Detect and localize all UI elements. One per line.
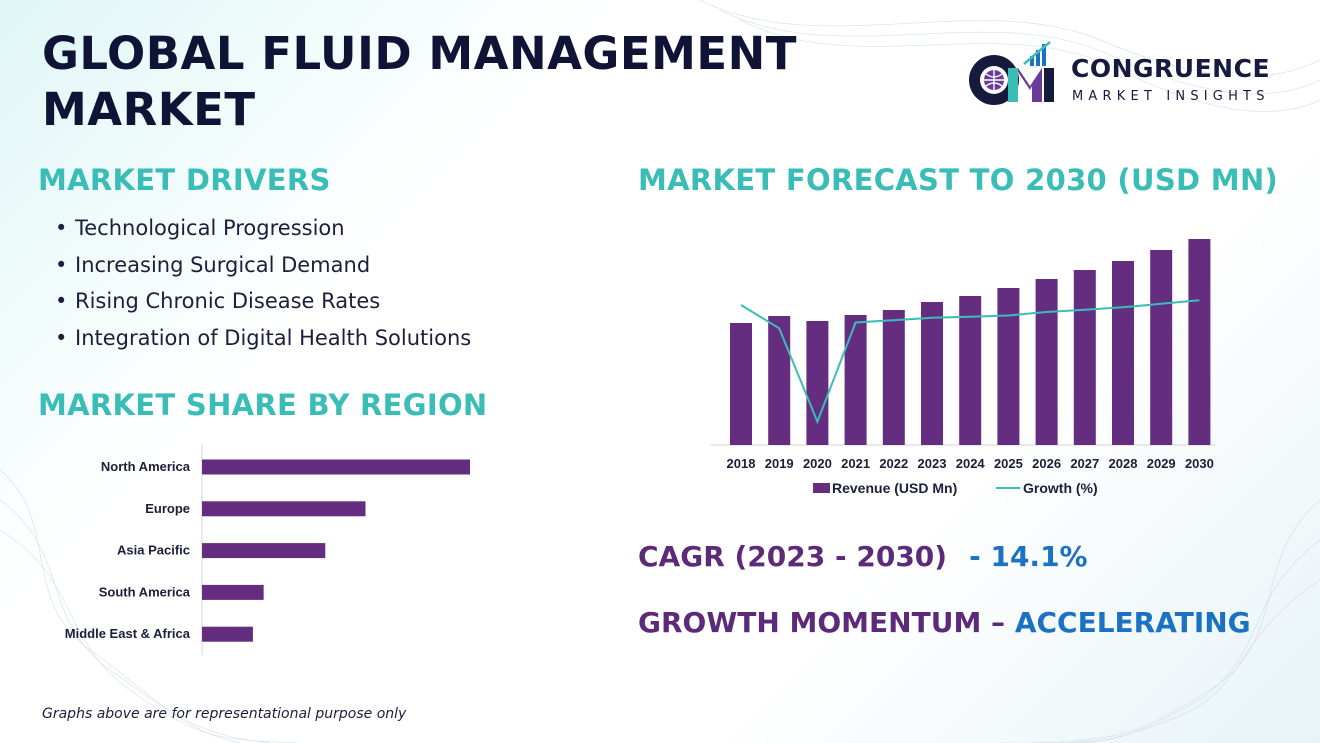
driver-item: • Increasing Surgical Demand	[55, 252, 371, 277]
revenue-bar	[844, 315, 867, 445]
revenue-bar	[1150, 250, 1173, 445]
revenue-bar	[921, 302, 943, 445]
cagr-value: - 14.1%	[969, 540, 1088, 573]
revenue-bar	[1188, 239, 1211, 445]
region-category-label: North America	[101, 459, 191, 474]
region-category-label: Europe	[145, 501, 190, 516]
driver-item: • Technological Progression	[55, 216, 345, 240]
revenue-bar	[806, 321, 829, 445]
year-tick-label: 2028	[1109, 456, 1138, 471]
logo-subtitle: MARKET INSIGHTS	[1072, 89, 1270, 104]
region-share-chart: North America Europe Asia Pacific South Ame…	[65, 444, 470, 655]
revenue-bar	[959, 296, 982, 445]
page-title: GLOBAL FLUID MANAGEMENT MARKET	[42, 27, 797, 136]
revenue-bar	[882, 310, 905, 445]
growth-line	[740, 299, 1200, 425]
forecast-chart: 2018 2019 2020 2021 2022 2023 2024 2025 2026 2027…	[710, 239, 1215, 496]
region-heading: MARKET SHARE BY REGION	[38, 388, 488, 422]
year-tick-label: 2018	[727, 456, 756, 471]
legend-revenue-swatch	[813, 483, 830, 493]
driver-label: Rising Chronic Disease Rates	[75, 289, 381, 313]
region-category-label: South America	[99, 584, 191, 599]
region-bar	[202, 626, 253, 642]
year-tick-label: 2029	[1147, 456, 1176, 471]
momentum-value: ACCELERATING	[1014, 606, 1251, 639]
driver-item: • Rising Chronic Disease Rates	[55, 289, 381, 313]
revenue-bar	[730, 323, 752, 445]
year-tick-label: 2026	[1032, 456, 1061, 471]
drivers-list: • Technological Progression • Increasing S…	[55, 210, 471, 356]
region-bar	[202, 584, 264, 600]
driver-item: • Integration of Digital Health Solutions	[55, 325, 472, 350]
revenue-bar	[1112, 261, 1134, 445]
region-bar	[202, 501, 366, 517]
driver-label: Technological Progression	[75, 216, 345, 240]
region-category-label: Asia Pacific	[117, 543, 190, 558]
region-bar	[202, 459, 470, 475]
year-tick-label: 2027	[1070, 456, 1099, 471]
revenue-bar	[768, 316, 791, 445]
momentum-label: GROWTH MOMENTUM –	[638, 606, 1006, 639]
revenue-bar	[1035, 279, 1058, 445]
year-tick-label: 2022	[879, 456, 908, 471]
revenue-bar	[1073, 270, 1096, 445]
year-tick-label: 2025	[994, 456, 1023, 471]
cagr-label: CAGR (2023 - 2030)	[638, 540, 948, 573]
legend-growth-label: Growth (%)	[1023, 480, 1098, 496]
cagr-stat: CAGR (2023 - 2030) - 14.1%	[638, 540, 1088, 573]
logo-mark-icon	[969, 41, 1054, 105]
year-tick-label: 2024	[956, 456, 986, 471]
driver-label: Integration of Digital Health Solutions	[75, 325, 472, 350]
year-tick-label: 2021	[841, 456, 870, 471]
year-tick-label: 2023	[918, 456, 947, 471]
growth-momentum: GROWTH MOMENTUM – ACCELERATING	[638, 606, 1251, 639]
revenue-bar	[997, 288, 1020, 445]
region-bar	[202, 543, 326, 559]
year-tick-label: 2020	[803, 456, 832, 471]
logo-name: CONGRUENCE	[1071, 54, 1271, 83]
brand-logo: CONGRUENCE MARKET INSIGHTS	[964, 38, 1284, 108]
year-tick-label: 2019	[765, 456, 794, 471]
year-tick-label: 2030	[1185, 456, 1214, 471]
footnote: Graphs above are for representational pu…	[42, 706, 407, 722]
forecast-heading: MARKET FORECAST TO 2030 (USD MN)	[638, 163, 1279, 197]
drivers-heading: MARKET DRIVERS	[38, 163, 331, 197]
legend-revenue-label: Revenue (USD Mn)	[832, 480, 957, 496]
region-category-label: Middle East & Africa	[65, 626, 191, 641]
driver-label: Increasing Surgical Demand	[75, 252, 371, 277]
